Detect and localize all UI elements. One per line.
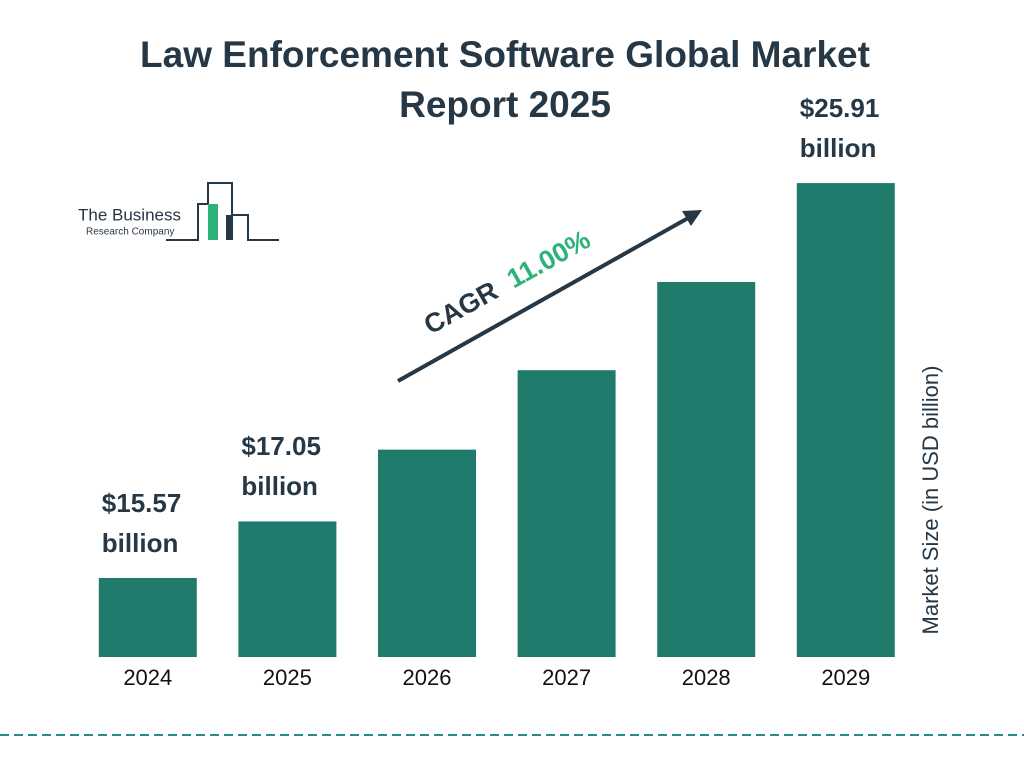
x-tick-label: 2024: [123, 665, 172, 690]
bar: [796, 183, 895, 657]
bar: [98, 577, 197, 657]
x-tick-label: 2029: [821, 665, 870, 690]
x-tick-label: 2026: [403, 665, 452, 690]
x-tick-label: 2025: [263, 665, 312, 690]
cagr-value: 11.00%: [502, 224, 595, 294]
bar: [517, 370, 616, 657]
cagr-arrow: [397, 215, 691, 383]
value-label: $15.57 billion: [101, 487, 182, 558]
logo: The Business Research Company: [78, 182, 279, 241]
bar: [657, 281, 756, 657]
logo-bar: [208, 204, 218, 240]
x-tick-label: 2028: [682, 665, 731, 690]
value-label: $25.91 billion: [799, 93, 880, 164]
x-tick-label: 2027: [542, 665, 591, 690]
value-label: $17.05 billion: [241, 431, 321, 502]
cagr-annotation: CAGR 11.00%: [397, 210, 702, 383]
bar: [378, 449, 476, 657]
chart-title: Law Enforcement Software Global Market R…: [140, 34, 870, 125]
logo-text: The Business: [78, 205, 181, 224]
cagr-arrowhead: [682, 210, 702, 226]
cagr-text: CAGR 11.00%: [419, 224, 595, 340]
y-axis-label: Market Size (in USD billion): [918, 366, 943, 635]
logo-text: Research Company: [86, 227, 174, 238]
logo-bar: [226, 215, 233, 240]
bar: [238, 521, 337, 657]
logo-outline: [166, 182, 279, 241]
